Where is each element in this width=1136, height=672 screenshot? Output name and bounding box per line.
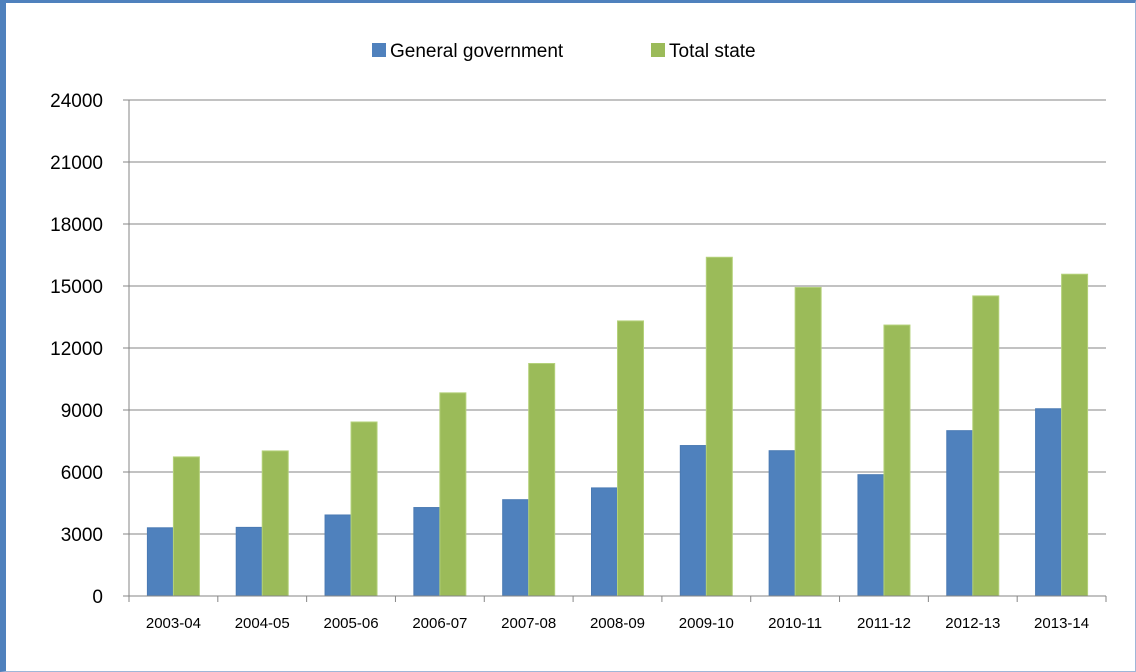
- bar-total-state: [261, 450, 289, 597]
- bar-general-government: [1035, 408, 1063, 597]
- bar-general-government: [235, 526, 263, 597]
- bar-total-state: [1061, 273, 1089, 597]
- y-tick-label: 12000: [50, 339, 103, 360]
- x-tick-label: 2012-13: [945, 615, 1000, 632]
- legend-label: Total state: [669, 41, 756, 62]
- legend-swatch: [372, 43, 386, 57]
- bar-total-state: [972, 295, 1000, 597]
- x-tick-label: 2008-09: [590, 615, 645, 632]
- bar-total-state: [883, 324, 911, 597]
- bar-general-government: [324, 514, 352, 597]
- y-axis-ticks: 0 3000 6000 9000 12000 15000 18000 21000 24000: [50, 91, 103, 608]
- bar-general-government: [768, 450, 796, 597]
- legend-label: General government: [390, 41, 564, 62]
- x-tick-label: 2005-06: [324, 615, 379, 632]
- y-tick-label: 24000: [50, 91, 103, 112]
- bar-general-government: [857, 474, 885, 597]
- x-tick-label: 2009-10: [679, 615, 734, 632]
- bar-general-government: [946, 430, 974, 597]
- bar-total-state: [439, 392, 467, 597]
- y-tick-label: 21000: [50, 153, 103, 174]
- y-tick-label: 6000: [61, 463, 103, 484]
- y-tick-label: 3000: [61, 525, 103, 546]
- x-tick-label: 2006-07: [412, 615, 467, 632]
- bar-general-government: [413, 507, 441, 597]
- x-tick-label: 2004-05: [235, 615, 290, 632]
- legend: General government Total state: [372, 41, 756, 62]
- bar-total-state: [705, 256, 733, 597]
- bar-total-state: [794, 286, 822, 597]
- x-tick-label: 2007-08: [501, 615, 556, 632]
- x-tick-label: 2010-11: [768, 615, 822, 632]
- legend-swatch: [651, 43, 665, 57]
- x-tick-label: 2003-04: [146, 615, 201, 632]
- bar-total-state: [528, 363, 556, 597]
- bar-general-government: [502, 499, 530, 597]
- y-tick-label: 15000: [50, 277, 103, 298]
- bar-total-state: [617, 320, 644, 597]
- gridlines: [129, 99, 1106, 535]
- x-axis-ticks: 2003-04 2004-05 2005-06 2006-07 2007-08 2008-…: [146, 615, 1089, 632]
- bar-total-state: [350, 421, 378, 597]
- bar-general-government: [591, 487, 618, 597]
- x-tick-label: 2013-14: [1034, 615, 1089, 632]
- y-tick-label: 9000: [61, 401, 103, 422]
- x-tick-label: 2011-12: [857, 615, 911, 632]
- axes: [123, 99, 1107, 602]
- bar-total-state: [172, 456, 200, 597]
- y-tick-label: 0: [92, 587, 103, 608]
- bar-general-government: [679, 445, 707, 597]
- bars: [146, 256, 1089, 597]
- bar-general-government: [146, 527, 174, 597]
- y-tick-label: 18000: [50, 215, 103, 236]
